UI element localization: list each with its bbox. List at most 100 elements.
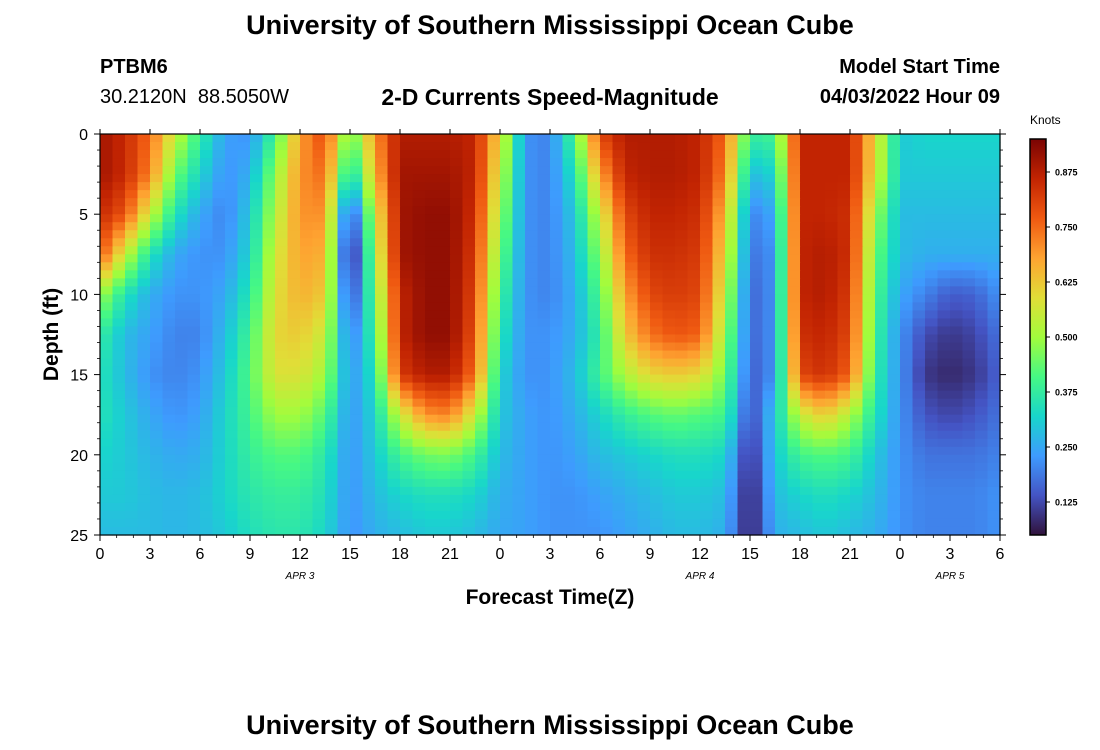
- heatmap-cell: [137, 246, 151, 255]
- heatmap-cell: [387, 302, 401, 312]
- heatmap-cell: [100, 310, 114, 320]
- heatmap-cell: [862, 422, 876, 432]
- heatmap-cell: [812, 390, 826, 400]
- heatmap-cell: [137, 278, 151, 287]
- heatmap-cell: [225, 518, 239, 528]
- heatmap-cell: [762, 142, 776, 151]
- heatmap-cell: [437, 430, 451, 440]
- heatmap-cell: [100, 214, 114, 223]
- heatmap-cell: [875, 430, 889, 440]
- heatmap-cell: [487, 430, 501, 440]
- heatmap-cell: [375, 502, 389, 512]
- heatmap-cell: [525, 206, 539, 215]
- heatmap-cell: [737, 350, 751, 360]
- heatmap-cell: [225, 198, 239, 207]
- heatmap-cell: [887, 142, 901, 151]
- heatmap-cell: [612, 478, 626, 488]
- heatmap-cell: [900, 526, 914, 536]
- heatmap-cell: [787, 166, 801, 175]
- heatmap-cell: [187, 454, 201, 464]
- heatmap-cell: [100, 334, 114, 344]
- heatmap-cell: [237, 310, 251, 320]
- heatmap-cell: [312, 310, 326, 320]
- heatmap-cell: [712, 526, 726, 536]
- heatmap-cell: [312, 142, 326, 151]
- heatmap-cell: [175, 190, 189, 199]
- heatmap-cell: [612, 406, 626, 416]
- heatmap-cell: [362, 134, 376, 143]
- heatmap-cell: [662, 166, 676, 175]
- heatmap-cell: [937, 510, 951, 520]
- heatmap-cell: [225, 374, 239, 384]
- heatmap-cell: [450, 414, 464, 424]
- heatmap-cell: [237, 254, 251, 263]
- heatmap-cell: [600, 350, 614, 360]
- heatmap-cell: [450, 430, 464, 440]
- heatmap-cell: [525, 406, 539, 416]
- heatmap-cell: [337, 422, 351, 432]
- heatmap-cell: [687, 262, 701, 271]
- heatmap-cell: [775, 158, 789, 167]
- heatmap-cell: [225, 214, 239, 223]
- heatmap-cell: [425, 150, 439, 159]
- heatmap-cell: [287, 446, 301, 456]
- heatmap-cell: [475, 326, 489, 336]
- heatmap-cell: [387, 206, 401, 215]
- heatmap-cell: [437, 134, 451, 143]
- heatmap-cell: [962, 142, 976, 151]
- heatmap-cell: [212, 430, 226, 440]
- heatmap-cell: [487, 190, 501, 199]
- heatmap-cell: [212, 390, 226, 400]
- heatmap-cell: [100, 358, 114, 368]
- heatmap-cell: [875, 326, 889, 336]
- heatmap-cell: [162, 446, 176, 456]
- heatmap-cell: [750, 238, 764, 247]
- heatmap-cell: [875, 246, 889, 255]
- heatmap-cell: [737, 150, 751, 159]
- heatmap-cell: [200, 238, 214, 247]
- heatmap-cell: [175, 422, 189, 432]
- heatmap-cell: [187, 390, 201, 400]
- heatmap-cell: [250, 230, 264, 239]
- heatmap-cell: [700, 270, 714, 279]
- heatmap-cell: [900, 158, 914, 167]
- heatmap-cell: [400, 510, 414, 520]
- heatmap-cell: [600, 190, 614, 199]
- heatmap-cell: [187, 246, 201, 255]
- heatmap-cell: [125, 518, 139, 528]
- heatmap-cell: [675, 222, 689, 231]
- heatmap-cell: [787, 366, 801, 376]
- heatmap-cell: [162, 326, 176, 336]
- heatmap-cell: [262, 174, 276, 183]
- heatmap-cell: [525, 350, 539, 360]
- heatmap-cell: [812, 166, 826, 175]
- heatmap-cell: [350, 198, 364, 207]
- heatmap-cell: [175, 446, 189, 456]
- heatmap-cell: [300, 270, 314, 279]
- heatmap-cell: [575, 526, 589, 536]
- heatmap-cell: [625, 150, 639, 159]
- heatmap-cell: [450, 294, 464, 304]
- heatmap-cell: [850, 470, 864, 480]
- heatmap-cell: [462, 334, 476, 344]
- heatmap-cell: [225, 166, 239, 175]
- heatmap-cell: [462, 478, 476, 488]
- heatmap-cell: [837, 158, 851, 167]
- heatmap-cell: [687, 150, 701, 159]
- date-label: APR 5: [935, 571, 965, 582]
- heatmap-cell: [700, 174, 714, 183]
- heatmap-cell: [237, 302, 251, 312]
- heatmap-cell: [975, 278, 989, 287]
- heatmap-cell: [600, 478, 614, 488]
- heatmap-cell: [700, 470, 714, 480]
- heatmap-cell: [187, 270, 201, 279]
- heatmap-cell: [475, 478, 489, 488]
- heatmap-cell: [187, 478, 201, 488]
- heatmap-cell: [687, 158, 701, 167]
- heatmap-cell: [125, 414, 139, 424]
- heatmap-cell: [787, 134, 801, 143]
- heatmap-cell: [750, 422, 764, 432]
- heatmap-cell: [775, 350, 789, 360]
- heatmap-cell: [900, 142, 914, 151]
- heatmap-cell: [875, 406, 889, 416]
